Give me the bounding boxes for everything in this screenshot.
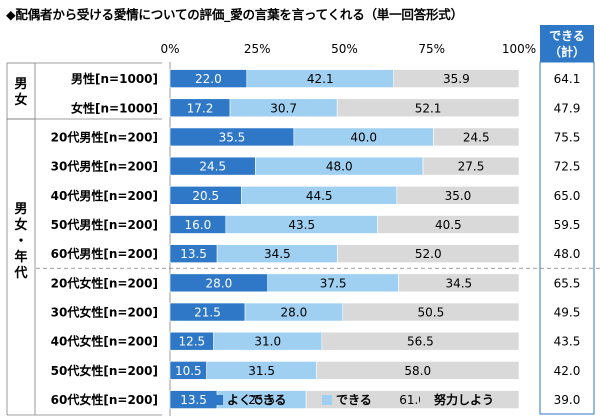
group-label-gender: 女: [14, 92, 27, 108]
data-label: 50.5: [418, 306, 445, 320]
axis-tick-label: 100%: [502, 42, 536, 56]
category-label: 女性[n=1000]: [71, 100, 158, 115]
data-label: 42.1: [307, 72, 334, 86]
category-label: 50代女性[n=200]: [51, 363, 158, 378]
legend-swatch: [322, 395, 332, 405]
total-value: 48.0: [554, 247, 581, 261]
bar-segment: [316, 361, 520, 380]
data-label: 40.5: [435, 218, 462, 232]
data-label: 13.5: [180, 393, 207, 407]
bar-segment: [393, 69, 520, 88]
total-header-box: [540, 25, 594, 62]
data-label: 43.5: [288, 218, 315, 232]
data-label: 27.5: [458, 160, 485, 174]
bar-segment: [433, 127, 520, 147]
category-label: 20代男性[n=200]: [51, 129, 158, 144]
group-label-gender-age: 代: [13, 265, 27, 281]
data-label: 31.5: [248, 364, 275, 378]
total-value: 43.5: [554, 335, 581, 349]
data-label: 35.0: [445, 189, 472, 203]
data-label: 40.0: [350, 130, 377, 144]
data-label: 48.0: [326, 160, 353, 174]
bar-segment: [342, 302, 520, 322]
chart-title: ◆配偶者から受ける愛情についての評価_愛の言葉を言ってくれる（単一回答形式）: [6, 7, 463, 22]
category-label: 20代女性[n=200]: [51, 275, 158, 290]
total-value: 59.5: [554, 218, 581, 232]
data-label: 58.0: [404, 364, 431, 378]
data-label: 12.5: [178, 335, 205, 349]
bar-segment: [336, 98, 520, 118]
total-value: 65.0: [554, 189, 581, 203]
total-value: 72.5: [554, 160, 581, 174]
data-label: 28.0: [206, 276, 233, 290]
legend-label: 努力しよう: [434, 392, 494, 407]
total-column-box: [539, 61, 595, 415]
data-label: 31.0: [254, 335, 281, 349]
group-label-gender: 男: [14, 77, 27, 92]
total-value: 65.5: [554, 276, 581, 290]
category-label: 男性[n=1000]: [71, 71, 158, 86]
group-label-gender-age: ・: [14, 234, 27, 249]
data-label: 30.7: [270, 101, 297, 115]
category-label: 50代男性[n=200]: [51, 217, 158, 232]
category-label: 40代男性[n=200]: [51, 188, 158, 203]
data-label: 24.5: [199, 160, 226, 174]
data-label: 56.5: [407, 335, 434, 349]
group-label-gender-age: 男: [14, 202, 27, 217]
data-label: 20.5: [192, 189, 219, 203]
total-value: 49.5: [554, 306, 581, 320]
data-label: 21.5: [194, 306, 221, 320]
category-label: 40代女性[n=200]: [51, 334, 158, 349]
category-label: 60代女性[n=200]: [51, 392, 158, 407]
bar-segment: [398, 273, 520, 293]
bar-segment: [337, 244, 520, 263]
data-label: 61.0: [399, 393, 426, 407]
axis-tick-label: 25%: [244, 42, 271, 56]
data-label: 13.5: [180, 247, 207, 261]
total-value: 39.0: [554, 393, 581, 407]
bar-segment: [377, 215, 520, 234]
category-label: 30代女性[n=200]: [51, 305, 158, 320]
data-label: 44.5: [306, 189, 333, 203]
group-label-gender-age: 年: [14, 249, 27, 265]
data-label: 34.5: [445, 276, 472, 290]
data-label: 52.1: [415, 101, 442, 115]
legend-swatch: [420, 395, 430, 405]
bar-segment: [305, 390, 520, 409]
data-label: 28.0: [281, 306, 308, 320]
group-label-gender-age: 女: [14, 217, 27, 233]
axis-tick-label: 0%: [160, 42, 179, 56]
total-value: 42.0: [554, 364, 581, 378]
bar-segment: [321, 331, 520, 351]
legend-swatch: [213, 395, 223, 405]
data-label: 35.5: [219, 130, 246, 144]
data-label: 24.5: [463, 130, 490, 144]
data-label: 34.5: [264, 247, 291, 261]
data-label: 10.5: [175, 364, 202, 378]
data-label: 35.9: [443, 72, 470, 86]
total-header-text: できる: [549, 29, 585, 43]
axis-tick-label: 75%: [418, 42, 445, 56]
data-label: 52.0: [415, 247, 442, 261]
total-value: 75.5: [554, 130, 581, 144]
category-label: 30代男性[n=200]: [51, 159, 158, 174]
data-label: 17.2: [187, 101, 214, 115]
data-label: 37.5: [320, 276, 347, 290]
bar-segment: [422, 156, 520, 176]
legend-label: できる: [336, 393, 372, 407]
data-label: 16.0: [185, 218, 212, 232]
axis-tick-label: 50%: [331, 42, 358, 56]
total-value: 47.9: [554, 101, 581, 115]
data-label: 25.5: [248, 393, 275, 407]
legend-label: よくできる: [227, 393, 286, 407]
total-header-text: （計）: [549, 44, 585, 59]
bar-segment: [396, 186, 520, 205]
total-value: 64.1: [554, 72, 581, 86]
category-label: 60代男性[n=200]: [51, 246, 158, 261]
data-label: 22.0: [195, 72, 222, 86]
